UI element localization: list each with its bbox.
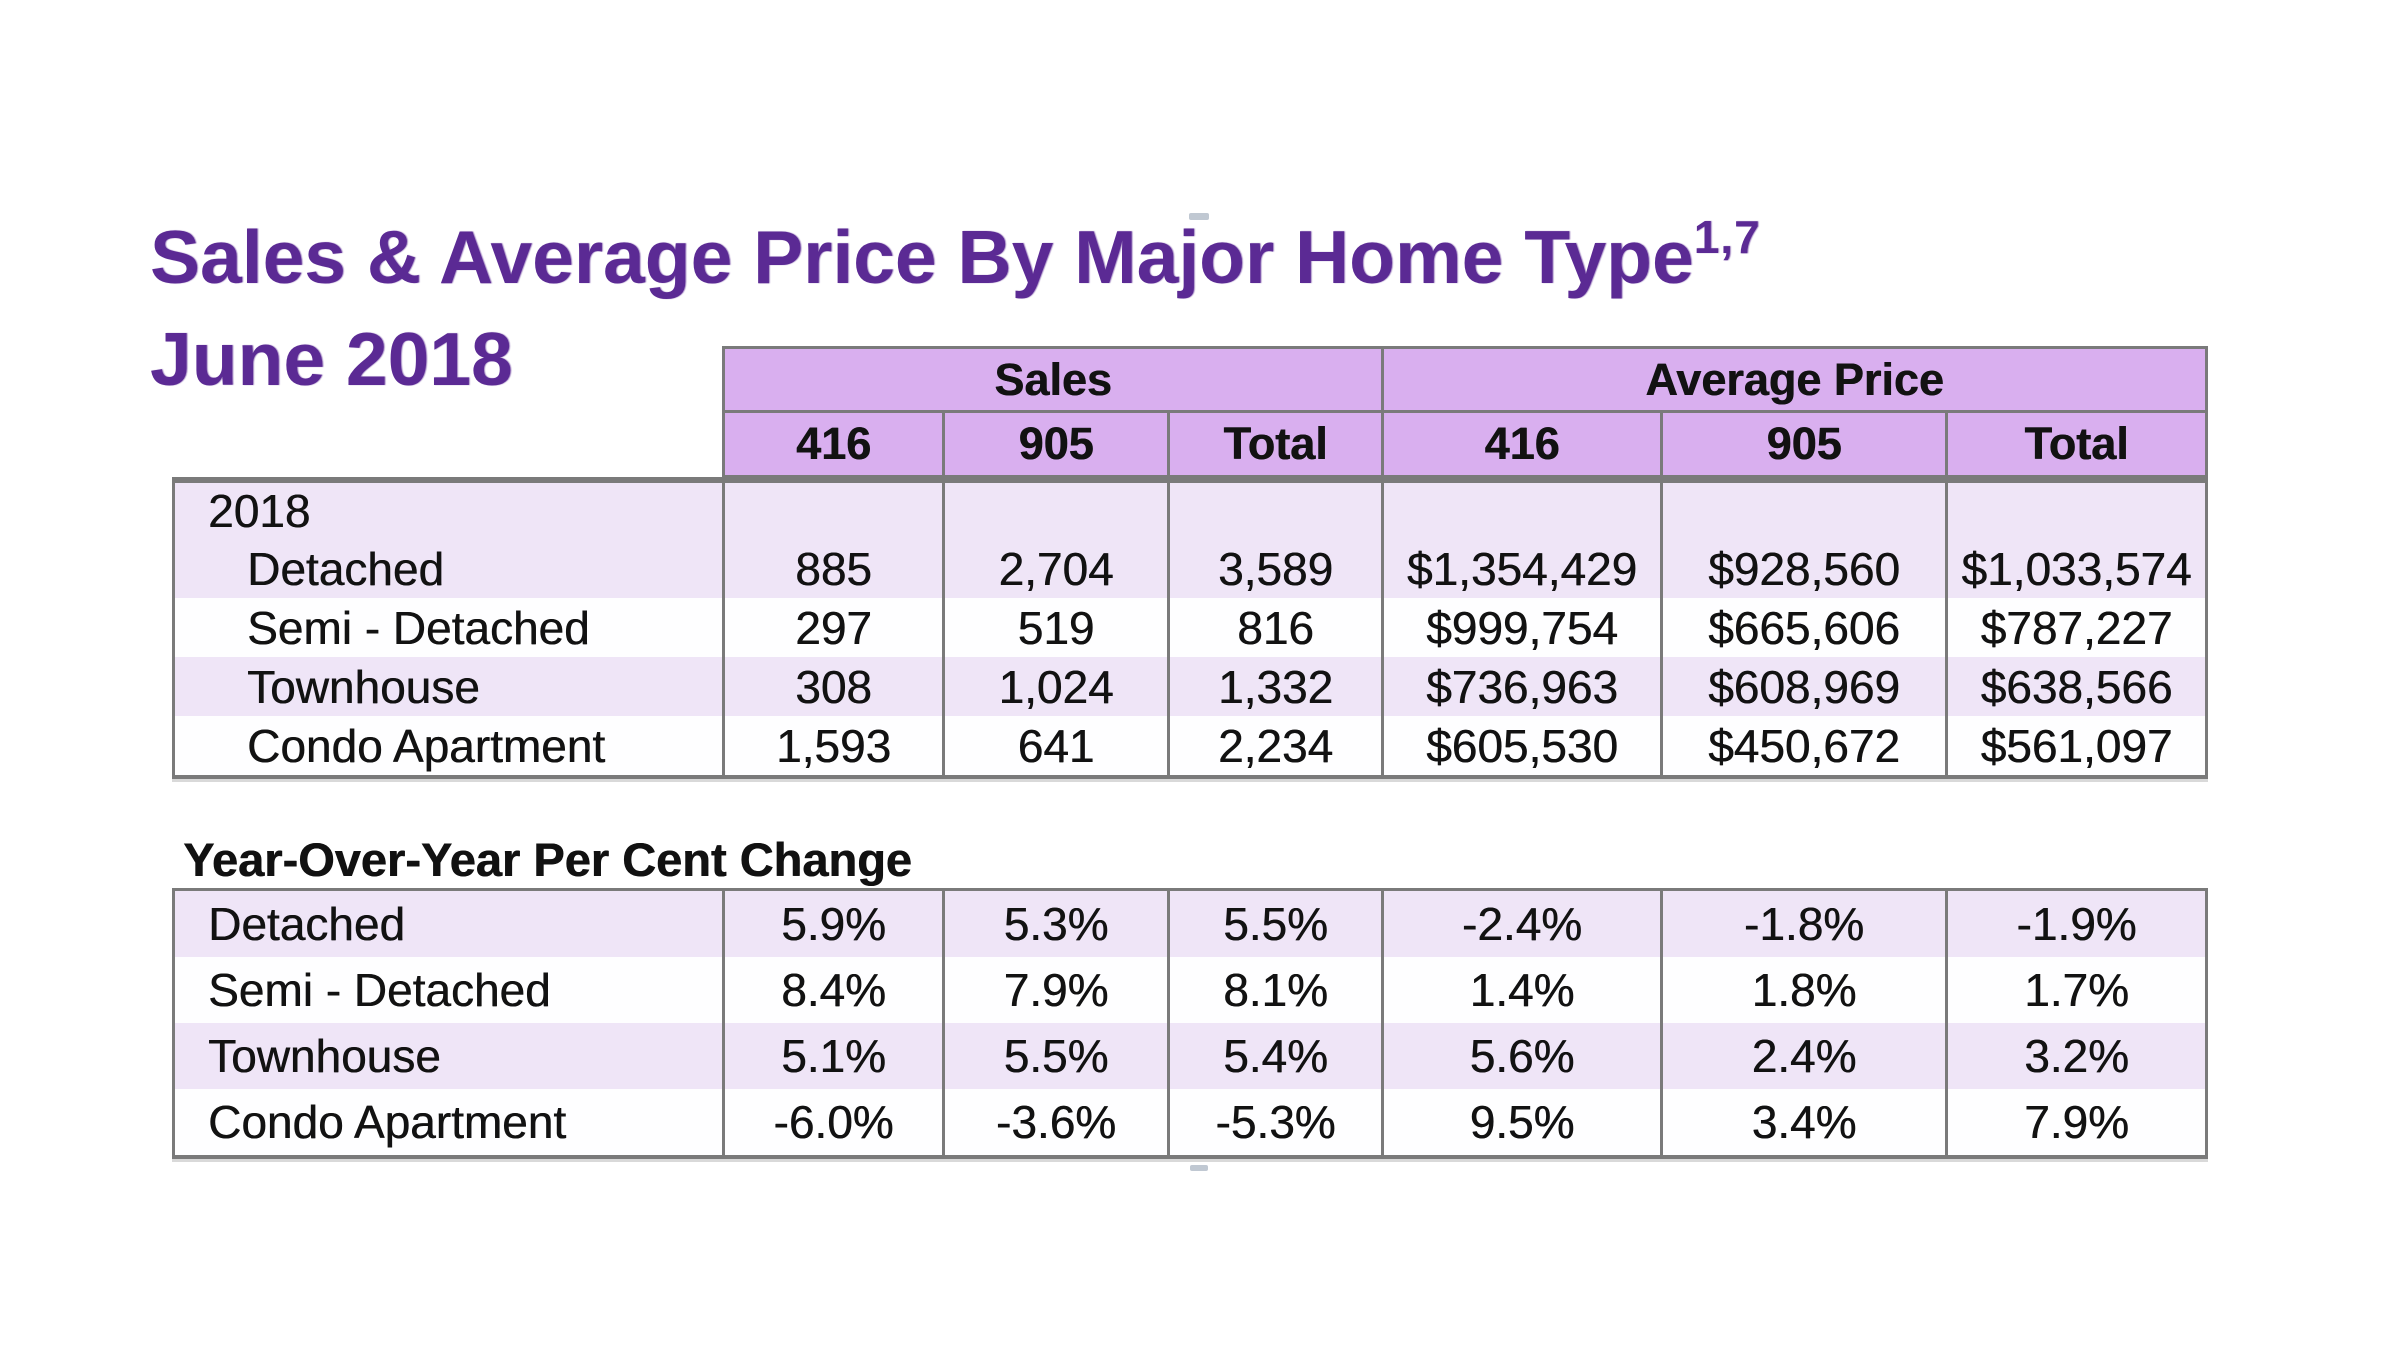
table-cell: 1,593 — [725, 716, 945, 775]
table-cell: 7.9% — [945, 957, 1170, 1023]
scan-artifact — [1189, 213, 1209, 220]
table-cell: 885 — [725, 539, 945, 598]
table-cell: 5.1% — [725, 1023, 945, 1089]
scan-artifact — [1190, 1165, 1208, 1171]
table-cell: 3,589 — [1170, 539, 1384, 598]
row-label: Condo Apartment — [175, 716, 725, 775]
table-cell: 308 — [725, 657, 945, 716]
yoy-section-title: Year-Over-Year Per Cent Change — [183, 833, 912, 886]
column-header-sales-total: Total — [1170, 413, 1384, 475]
table-cell: 641 — [945, 716, 1170, 775]
row-label: Condo Apartment — [175, 1089, 725, 1155]
table-cell: 5.6% — [1384, 1023, 1663, 1089]
yoy-table: Detached 5.9% 5.3% 5.5% -2.4% -1.8% -1.9… — [172, 888, 2208, 1159]
column-header-row: 416 905 Total 416 905 Total — [725, 413, 2205, 475]
row-label: Townhouse — [175, 657, 725, 716]
table-cell: $928,560 — [1663, 539, 1948, 598]
table-cell: $1,033,574 — [1961, 542, 2192, 595]
column-header-price-total: Total — [2024, 418, 2129, 469]
table-cell: 2.4% — [1663, 1023, 1948, 1089]
sales-price-table: 2018 Detached 885 2,704 3,589 $1,354,429… — [172, 477, 2208, 779]
table-cell: $605,530 — [1384, 716, 1663, 775]
table-cell: 8.1% — [1170, 957, 1384, 1023]
table-row-semi-detached: Semi - Detached 8.4% 7.9% 8.1% 1.4% 1.8%… — [175, 957, 2205, 1023]
table-cell: -5.3% — [1170, 1089, 1384, 1155]
table-row-semi-detached: Semi - Detached 297 519 816 $999,754 $66… — [175, 598, 2205, 657]
table-cell: -6.0% — [725, 1089, 945, 1155]
table-cell: $608,969 — [1663, 657, 1948, 716]
table-cell: 1.4% — [1384, 957, 1663, 1023]
table-cell: $1,354,429 — [1384, 539, 1663, 598]
table-cell: $561,097 — [1980, 719, 2173, 772]
table-cell: 5.3% — [945, 891, 1170, 957]
group-header-row: Sales Average Price — [725, 349, 2205, 413]
row-label: Detached — [175, 891, 725, 957]
table-cell-empty — [1170, 483, 1384, 539]
table-cell: 1,332 — [1170, 657, 1384, 716]
column-header-sales-905: 905 — [945, 413, 1170, 475]
title-superscript: 1,7 — [1693, 211, 1761, 263]
column-header-price-416: 416 — [1384, 413, 1663, 475]
row-label: Townhouse — [175, 1023, 725, 1089]
table-cell: 9.5% — [1384, 1089, 1663, 1155]
table-cell: 8.4% — [725, 957, 945, 1023]
average-price-group-header: Average Price — [1645, 353, 1944, 405]
table-cell: -2.4% — [1384, 891, 1663, 957]
page-subtitle: June 2018 — [150, 317, 513, 401]
table-cell: 7.9% — [2024, 1096, 2129, 1148]
table-row-condo-apartment: Condo Apartment -6.0% -3.6% -5.3% 9.5% 3… — [175, 1089, 2205, 1155]
table-cell: $999,754 — [1384, 598, 1663, 657]
table-cell: 2,234 — [1170, 716, 1384, 775]
table-cell: 297 — [725, 598, 945, 657]
table-cell: $665,606 — [1663, 598, 1948, 657]
table-cell: 2,704 — [945, 539, 1170, 598]
table-cell: 1,024 — [945, 657, 1170, 716]
row-label: Detached — [175, 539, 725, 598]
year-label: 2018 — [175, 483, 725, 539]
column-header-sales-416: 416 — [725, 413, 945, 475]
table-cell: 5.4% — [1170, 1023, 1384, 1089]
row-label: Semi - Detached — [175, 598, 725, 657]
table-cell: $450,672 — [1663, 716, 1948, 775]
table-cell: 5.9% — [725, 891, 945, 957]
sales-group-header: Sales — [725, 349, 1384, 410]
table-cell: 816 — [1170, 598, 1384, 657]
table-cell-empty — [725, 483, 945, 539]
table-row-townhouse: Townhouse 5.1% 5.5% 5.4% 5.6% 2.4% 3.2% — [175, 1023, 2205, 1089]
table-row-townhouse: Townhouse 308 1,024 1,332 $736,963 $608,… — [175, 657, 2205, 716]
table-cell: 1.7% — [2024, 964, 2129, 1016]
row-label: Semi - Detached — [175, 957, 725, 1023]
table-cell: 5.5% — [1170, 891, 1384, 957]
table-cell: $787,227 — [1980, 601, 2173, 654]
table-cell: 1.8% — [1663, 957, 1948, 1023]
page-title-text: Sales & Average Price By Major Home Type — [150, 215, 1694, 299]
table-column-headers: Sales Average Price 416 905 Total 416 90… — [722, 346, 2208, 478]
table-cell: 3.4% — [1663, 1089, 1948, 1155]
table-cell: 3.2% — [2024, 1030, 2129, 1082]
column-header-price-905: 905 — [1663, 413, 1948, 475]
table-row-detached: Detached 5.9% 5.3% 5.5% -2.4% -1.8% -1.9… — [175, 891, 2205, 957]
table-cell-empty — [1384, 483, 1663, 539]
table-cell: $638,566 — [1980, 660, 2173, 713]
table-cell: $736,963 — [1384, 657, 1663, 716]
table-cell: 519 — [945, 598, 1170, 657]
table-cell-empty — [945, 483, 1170, 539]
table-cell: -1.8% — [1663, 891, 1948, 957]
table-cell: -1.9% — [2016, 898, 2137, 950]
table-cell-empty — [1948, 483, 2205, 539]
year-row: 2018 — [175, 483, 2205, 539]
table-cell: -3.6% — [945, 1089, 1170, 1155]
page-title: Sales & Average Price By Major Home Type… — [150, 213, 1761, 299]
table-row-condo-apartment: Condo Apartment 1,593 641 2,234 $605,530… — [175, 716, 2205, 775]
table-cell-empty — [1663, 483, 1948, 539]
table-cell: 5.5% — [945, 1023, 1170, 1089]
table-row-detached: Detached 885 2,704 3,589 $1,354,429 $928… — [175, 539, 2205, 598]
